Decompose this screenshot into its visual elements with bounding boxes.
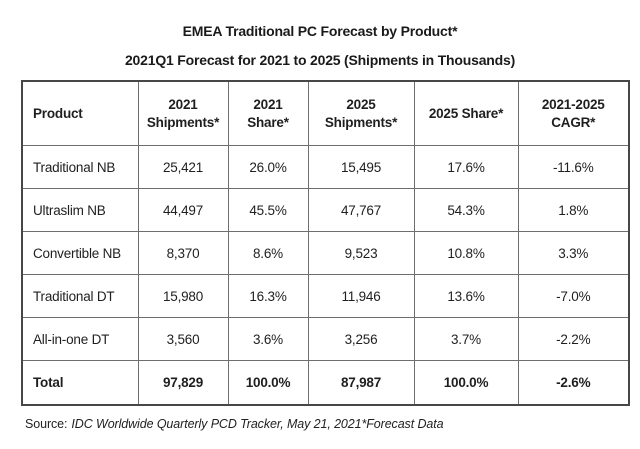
cell-2025-shipments-total: 87,987: [307, 360, 415, 406]
cell-product-total: Total: [21, 360, 139, 406]
cell-product: Traditional NB: [21, 145, 139, 189]
cell-2021-share: 26.0%: [227, 145, 309, 189]
table-row-traditional-dt: Traditional DT 15,980 16.3% 11,946 13.6%…: [21, 274, 630, 318]
cell-cagr-total: -2.6%: [517, 360, 630, 406]
cell-2021-shipments-total: 97,829: [137, 360, 229, 406]
cell-2021-shipments: 8,370: [137, 231, 229, 275]
cell-2021-share: 8.6%: [227, 231, 309, 275]
cell-product: Traditional DT: [21, 274, 139, 318]
cell-2021-share-total: 100.0%: [227, 360, 309, 406]
cell-2025-shipments: 15,495: [307, 145, 415, 189]
cell-2021-share: 16.3%: [227, 274, 309, 318]
cell-cagr: -11.6%: [517, 145, 630, 189]
cell-2025-share: 10.8%: [413, 231, 519, 275]
header-cell-2021-share: 2021 Share*: [227, 80, 309, 146]
cell-cagr: 3.3%: [517, 231, 630, 275]
cell-2025-shipments: 11,946: [307, 274, 415, 318]
table-row-total: Total 97,829 100.0% 87,987 100.0% -2.6%: [21, 360, 630, 406]
header-cell-cagr: 2021-2025 CAGR*: [517, 80, 630, 146]
cell-cagr: -2.2%: [517, 317, 630, 361]
header-cell-product: Product: [21, 80, 139, 146]
cell-product: Ultraslim NB: [21, 188, 139, 232]
cell-cagr: 1.8%: [517, 188, 630, 232]
cell-2025-share: 13.6%: [413, 274, 519, 318]
cell-cagr: -7.0%: [517, 274, 630, 318]
header-row: Product 2021 Shipments* 2021 Share* 2025…: [21, 80, 630, 146]
cell-product: All-in-one DT: [21, 317, 139, 361]
cell-2021-shipments: 44,497: [137, 188, 229, 232]
header-cell-2021-shipments: 2021 Shipments*: [137, 80, 229, 146]
table-row-convertible-nb: Convertible NB 8,370 8.6% 9,523 10.8% 3.…: [21, 231, 630, 275]
header-cell-2025-share: 2025 Share*: [413, 80, 519, 146]
cell-2021-shipments: 25,421: [137, 145, 229, 189]
forecast-table: Product 2021 Shipments* 2021 Share* 2025…: [21, 80, 630, 406]
cell-2021-share: 3.6%: [227, 317, 309, 361]
cell-product: Convertible NB: [21, 231, 139, 275]
source-text: IDC Worldwide Quarterly PCD Tracker, May…: [71, 417, 444, 431]
cell-2025-shipments: 3,256: [307, 317, 415, 361]
cell-2021-share: 45.5%: [227, 188, 309, 232]
page-title: EMEA Traditional PC Forecast by Product*: [182, 23, 458, 39]
source-line: Source: IDC Worldwide Quarterly PCD Track…: [25, 417, 640, 431]
cell-2025-share: 3.7%: [413, 317, 519, 361]
table-row-traditional-nb: Traditional NB 25,421 26.0% 15,495 17.6%…: [21, 145, 630, 189]
cell-2021-shipments: 3,560: [137, 317, 229, 361]
cell-2025-share-total: 100.0%: [413, 360, 519, 406]
cell-2025-share: 17.6%: [413, 145, 519, 189]
source-prefix: Source:: [25, 417, 68, 431]
table-row-all-in-one-dt: All-in-one DT 3,560 3.6% 3,256 3.7% -2.2…: [21, 317, 630, 361]
cell-2025-shipments: 9,523: [307, 231, 415, 275]
page-subtitle: 2021Q1 Forecast for 2021 to 2025 (Shipme…: [124, 52, 516, 68]
cell-2021-shipments: 15,980: [137, 274, 229, 318]
cell-2025-share: 54.3%: [413, 188, 519, 232]
cell-2025-shipments: 47,767: [307, 188, 415, 232]
table-row-ultraslim-nb: Ultraslim NB 44,497 45.5% 47,767 54.3% 1…: [21, 188, 630, 232]
header-cell-2025-shipments: 2025 Shipments*: [307, 80, 415, 146]
